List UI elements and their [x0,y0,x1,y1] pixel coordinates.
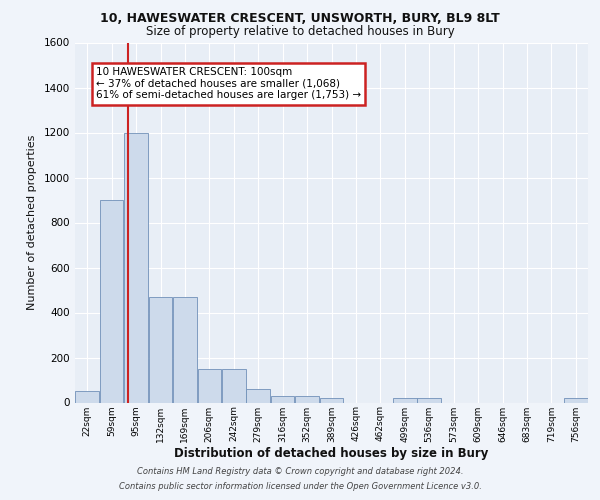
Bar [222,369,245,402]
Bar [393,398,416,402]
X-axis label: Distribution of detached houses by size in Bury: Distribution of detached houses by size … [175,447,488,460]
Bar [100,200,124,402]
Bar [76,391,99,402]
Bar [320,398,343,402]
Bar [295,396,319,402]
Text: Contains HM Land Registry data © Crown copyright and database right 2024.: Contains HM Land Registry data © Crown c… [137,467,463,476]
Bar [124,132,148,402]
Text: 10 HAWESWATER CRESCENT: 100sqm
← 37% of detached houses are smaller (1,068)
61% : 10 HAWESWATER CRESCENT: 100sqm ← 37% of … [96,67,361,100]
Text: 10, HAWESWATER CRESCENT, UNSWORTH, BURY, BL9 8LT: 10, HAWESWATER CRESCENT, UNSWORTH, BURY,… [100,12,500,26]
Bar [564,398,587,402]
Bar [149,296,172,403]
Bar [173,296,197,403]
Bar [271,396,295,402]
Text: Size of property relative to detached houses in Bury: Size of property relative to detached ho… [146,25,454,38]
Bar [247,389,270,402]
Bar [418,398,441,402]
Y-axis label: Number of detached properties: Number of detached properties [27,135,37,310]
Text: Contains public sector information licensed under the Open Government Licence v3: Contains public sector information licen… [119,482,481,491]
Bar [197,369,221,402]
